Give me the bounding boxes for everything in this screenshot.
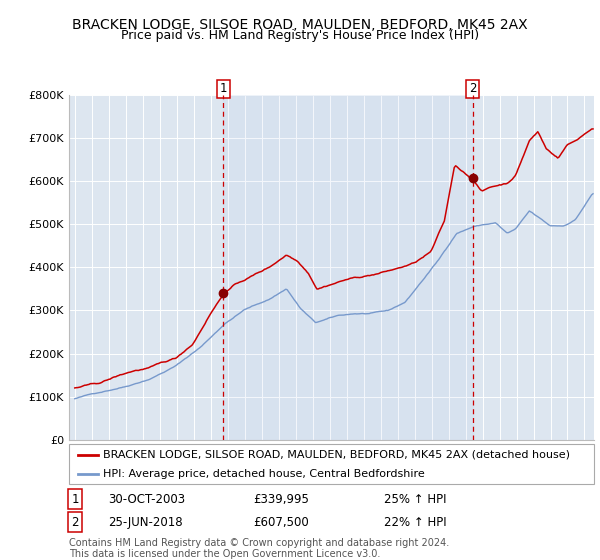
- Text: £339,995: £339,995: [253, 493, 308, 506]
- Text: 30-OCT-2003: 30-OCT-2003: [109, 493, 185, 506]
- Text: 22% ↑ HPI: 22% ↑ HPI: [384, 516, 446, 529]
- Text: 1: 1: [220, 82, 227, 95]
- Text: 25-JUN-2018: 25-JUN-2018: [109, 516, 183, 529]
- Bar: [223, 95, 473, 440]
- Text: HPI: Average price, detached house, Central Bedfordshire: HPI: Average price, detached house, Cent…: [103, 469, 425, 478]
- Text: 2: 2: [71, 516, 79, 529]
- Text: 2: 2: [469, 82, 476, 95]
- Text: 25% ↑ HPI: 25% ↑ HPI: [384, 493, 446, 506]
- FancyBboxPatch shape: [69, 444, 594, 484]
- Text: 1: 1: [71, 493, 79, 506]
- Text: £607,500: £607,500: [253, 516, 308, 529]
- Text: Contains HM Land Registry data © Crown copyright and database right 2024.
This d: Contains HM Land Registry data © Crown c…: [69, 538, 449, 559]
- Text: Price paid vs. HM Land Registry's House Price Index (HPI): Price paid vs. HM Land Registry's House …: [121, 29, 479, 41]
- Text: BRACKEN LODGE, SILSOE ROAD, MAULDEN, BEDFORD, MK45 2AX (detached house): BRACKEN LODGE, SILSOE ROAD, MAULDEN, BED…: [103, 450, 570, 460]
- Text: BRACKEN LODGE, SILSOE ROAD, MAULDEN, BEDFORD, MK45 2AX: BRACKEN LODGE, SILSOE ROAD, MAULDEN, BED…: [72, 18, 528, 32]
